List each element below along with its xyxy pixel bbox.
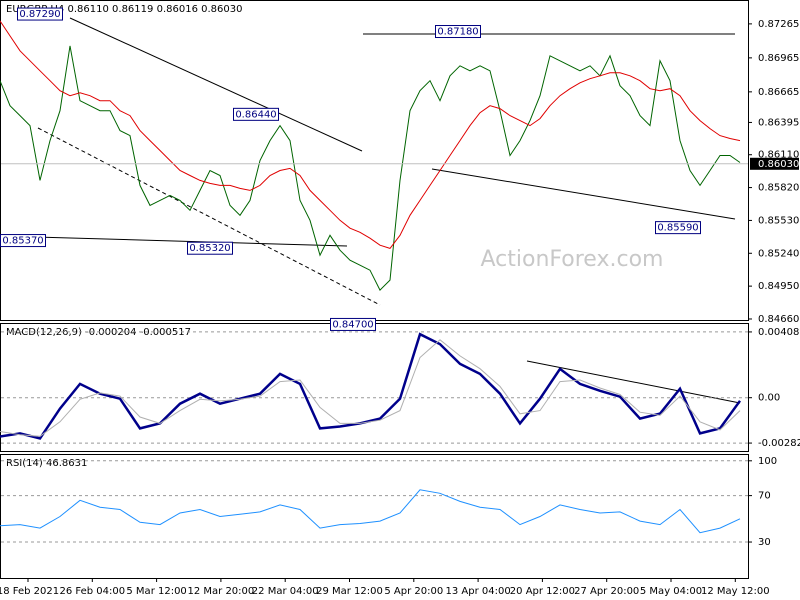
annotation-label: 0.87180	[437, 27, 478, 38]
trendline	[526, 360, 741, 404]
indicator: RSI(14)	[6, 458, 43, 469]
x-tick-label: 20 Apr 12:00	[510, 586, 575, 597]
x-tick-label: 13 Apr 04:00	[445, 586, 510, 597]
header-value: 0.86119	[112, 4, 153, 15]
series-line	[0, 339, 741, 437]
y-tick-label: 0.86110	[758, 150, 799, 161]
annotation-label: 0.84700	[332, 319, 373, 330]
y-tick-label: 100	[758, 456, 777, 467]
y-tick-label: 0.86395	[758, 117, 799, 128]
y-tick-label: 0.84950	[758, 281, 799, 292]
indicator: MACD(12,26,9)	[6, 327, 82, 338]
y-tick-label: 0.00	[758, 393, 780, 404]
watermark: ActionForex.com	[481, 247, 664, 272]
header-value: 0.86030	[201, 4, 242, 15]
trendline	[34, 236, 348, 247]
x-tick-label: 5 Mar 12:00	[126, 586, 186, 597]
rsi-header: RSI(14) 46.8631	[6, 458, 87, 469]
annotation-box	[435, 25, 481, 39]
header-value: 0.86016	[157, 4, 198, 15]
current-price-box	[750, 157, 799, 170]
annotation-label: 0.86440	[235, 109, 276, 120]
x-tick-label: 5 Apr 20:00	[384, 586, 443, 597]
header-value: 0.86110	[67, 4, 108, 15]
x-tick-label: 29 Mar 12:00	[316, 586, 383, 597]
y-tick-label: 0.85530	[758, 215, 799, 226]
y-tick-label: 0.84660	[758, 314, 799, 325]
x-tick-label: 12 May 12:00	[701, 586, 770, 597]
series-line	[0, 45, 741, 291]
annotation-box	[187, 241, 233, 255]
y-tick-label: 0.86665	[758, 87, 799, 98]
current-price-label: 0.86030	[758, 159, 799, 170]
annotation-box	[0, 234, 46, 248]
series-line	[0, 489, 741, 534]
trendline	[37, 127, 381, 306]
annotation-box	[17, 7, 63, 21]
x-tick-label: 12 Mar 20:00	[188, 586, 255, 597]
annotation-label: 0.85370	[2, 236, 43, 247]
header-value: -0.000517	[140, 327, 191, 338]
y-tick-label: 0.85240	[758, 248, 799, 259]
annotation-label: 0.85320	[189, 243, 230, 254]
y-tick-label: -0.00282	[758, 438, 800, 449]
y-tick-label: 0.004088	[758, 327, 800, 338]
series-line	[0, 332, 742, 440]
y-tick-label: 70	[758, 491, 771, 502]
annotation-label: 0.85590	[657, 223, 698, 234]
x-tick-label: 27 Apr 20:00	[574, 586, 639, 597]
header-value: -0.000204	[85, 327, 136, 338]
macd-header: MACD(12,26,9) -0.000204 -0.000517	[6, 327, 191, 338]
header-value: 46.8631	[46, 458, 87, 469]
x-tick-label: 18 Feb 2021	[0, 586, 59, 597]
series-line	[0, 20, 741, 249]
annotation-box	[655, 221, 701, 235]
annotation-box	[330, 317, 376, 331]
trendlines	[34, 17, 741, 404]
y-tick-label: 0.87265	[758, 19, 799, 30]
x-tick-label: 5 May 04:00	[640, 586, 702, 597]
rsi-panel	[0, 454, 749, 579]
annotation-box	[233, 107, 279, 121]
x-tick-label: 22 Mar 04:00	[252, 586, 319, 597]
trendline	[69, 17, 363, 152]
y-tick-label: 30	[758, 537, 771, 548]
annotation-label: 0.87290	[19, 9, 60, 20]
x-tick-label: 26 Feb 04:00	[59, 586, 125, 597]
y-tick-label: 0.85820	[758, 183, 799, 194]
trendline	[431, 168, 736, 220]
y-tick-label: 0.86965	[758, 53, 799, 64]
